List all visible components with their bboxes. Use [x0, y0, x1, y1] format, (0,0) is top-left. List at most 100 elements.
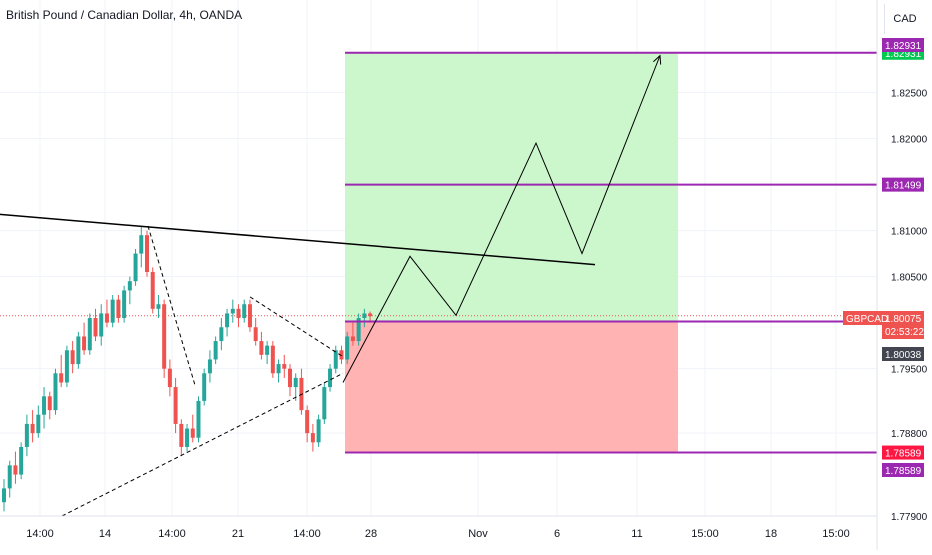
candle-body: [196, 400, 201, 438]
candle-body: [82, 336, 87, 351]
candle: [24, 414, 29, 457]
candle: [122, 285, 127, 323]
level-tag-bg: [882, 177, 924, 192]
candle-body: [2, 488, 6, 503]
price-tag: 1.82931: [882, 38, 924, 52]
level-tag-label: 1.81499: [885, 181, 922, 192]
price-tag-bg: [882, 347, 924, 361]
candle: [356, 313, 361, 346]
candle-body: [270, 345, 275, 374]
price-tag: 1.80075 02:53:22 GBPCAD: [843, 311, 924, 339]
candle-body: [276, 364, 281, 374]
candle: [53, 368, 58, 415]
candle-body: [47, 396, 52, 411]
candle-body: [70, 350, 75, 365]
level-tag-label: 1.78589: [885, 449, 922, 460]
candle-body: [150, 272, 155, 309]
candle: [339, 345, 344, 365]
candle-body: [145, 235, 149, 272]
candle-body: [362, 313, 367, 319]
candle: [47, 391, 52, 420]
candle: [207, 350, 212, 383]
candle: [30, 410, 35, 443]
candle-body: [259, 341, 264, 355]
candle: [310, 423, 315, 452]
candle-body: [219, 327, 224, 342]
x-tick-label: 11: [631, 528, 642, 540]
candle-body: [30, 423, 35, 434]
candle-body: [110, 299, 115, 323]
dashed-line: [61, 372, 344, 517]
y-tick-label: 1.82500: [891, 88, 928, 99]
candle: [276, 359, 281, 383]
x-tick-label: 18: [765, 528, 777, 540]
level-tag-bg: [882, 445, 924, 460]
candle-body: [104, 313, 109, 323]
candle: [145, 230, 149, 277]
candle: [19, 442, 24, 480]
candle: [305, 405, 310, 443]
price-tag-label: 1.78589: [885, 466, 922, 477]
y-tick-label: 1.78800: [891, 429, 928, 440]
candle-body: [93, 318, 98, 337]
candle-body: [19, 446, 24, 475]
candle-body: [53, 373, 58, 411]
candle-body: [139, 235, 144, 254]
candle: [242, 299, 247, 323]
candle-body: [368, 313, 373, 317]
candle-body: [316, 419, 321, 443]
candle: [196, 396, 201, 443]
candle: [253, 318, 258, 346]
candle-body: [265, 345, 270, 355]
candles: [2, 225, 373, 512]
candle: [82, 322, 87, 355]
x-tick-label: 21: [232, 528, 244, 540]
y-tick-label: 1.79500: [891, 365, 928, 376]
price-tag-bg: [882, 311, 924, 339]
x-tick-label: 6: [554, 528, 560, 540]
price-countdown: 02:53:22: [885, 327, 924, 338]
candle: [93, 308, 98, 342]
candle-body: [185, 428, 190, 447]
candle-body: [288, 368, 292, 388]
candle-body: [36, 414, 41, 434]
candle-body: [213, 341, 218, 360]
dashed-line: [249, 296, 344, 358]
chart-title: British Pound / Canadian Dollar, 4h, OAN…: [6, 8, 243, 22]
candle: [282, 354, 287, 378]
candle: [202, 368, 207, 406]
candle-body: [76, 336, 81, 365]
candle-body: [247, 304, 252, 328]
candle: [139, 225, 144, 268]
candle: [185, 423, 190, 452]
currency-button[interactable]: CAD: [884, 4, 925, 34]
x-tick-label: 15:00: [691, 528, 719, 540]
candle: [333, 345, 338, 374]
candle: [288, 364, 292, 397]
candle: [116, 295, 121, 323]
x-tick-label: 28: [365, 528, 377, 540]
candle-body: [230, 308, 235, 314]
candle-body: [87, 318, 92, 351]
candle-body: [122, 290, 127, 319]
candle: [2, 479, 6, 512]
level-tag-label: 1.82931: [885, 49, 922, 60]
price-tag: 1.80038: [882, 347, 924, 361]
candle-body: [13, 465, 18, 475]
candle: [7, 460, 12, 498]
candle-body: [345, 336, 350, 360]
candle-body: [7, 465, 12, 489]
candle: [127, 276, 132, 305]
candle: [36, 405, 41, 438]
candle: [99, 304, 104, 346]
level-tag: 1.78589: [882, 445, 924, 460]
symbol-tag-label: GBPCAD: [846, 314, 888, 325]
candle: [150, 267, 155, 314]
candle: [104, 299, 109, 328]
candle-body: [127, 281, 132, 291]
candle-body: [356, 318, 361, 342]
candle: [133, 248, 138, 286]
candle-body: [167, 368, 172, 388]
